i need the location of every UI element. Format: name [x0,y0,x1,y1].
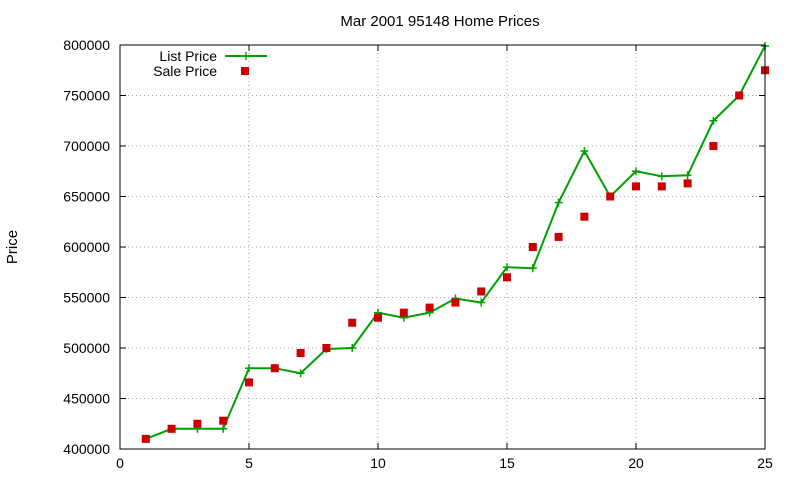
y-tick-label: 500000 [63,340,110,356]
sale-price-point [632,182,640,191]
x-tick-label: 0 [116,455,124,471]
x-tick-label: 5 [245,455,253,471]
list-price-point [503,263,511,272]
sale-price-point [709,142,718,150]
sale-price-point [425,303,434,312]
y-tick-label: 700000 [63,138,110,154]
list-price-point [477,298,486,307]
list-price-point [528,264,537,273]
sale-price-point [219,416,228,425]
sale-price-point [322,344,331,352]
list-price-point [657,172,666,181]
y-tick-label: 600000 [63,239,110,255]
list-price-point [554,198,563,207]
y-axis-label: Price [4,230,21,264]
legend-marker-list-price [242,52,250,60]
sale-price-point [141,434,150,443]
sale-price-point [451,298,460,307]
y-tick-label: 650000 [63,189,110,205]
plot-area [141,42,769,443]
list-price-line [145,45,766,440]
sale-price-point [606,192,615,201]
list-price-point [683,171,692,180]
sale-price-point [374,313,382,322]
list-price-point [245,364,253,373]
sale-price-point [245,378,253,387]
sale-price-point [554,232,563,241]
y-tick-label: 550000 [63,290,110,306]
list-price-point [296,369,305,378]
sale-price-point [735,91,744,100]
sale-price-point [528,243,537,251]
sale-price-point [167,424,176,433]
grid [120,45,765,449]
sale-price-point [193,419,202,428]
legend-marker-sale-price [241,67,249,75]
sale-price-point [296,349,305,358]
sale-price-point [348,318,357,327]
list-price-point [580,147,589,156]
plot-frame [119,44,766,450]
legend-plus [242,52,250,60]
legend: List Price Sale Price [153,48,267,79]
x-tick-label: 15 [499,455,515,471]
sale-price-point [503,273,511,282]
axis-ticks: 0 5 10 15 20 25 400000 450000 500000 550000 600000… [63,37,773,471]
y-tick-label: 750000 [63,88,110,104]
x-tick-label: 10 [370,455,386,471]
sale-price-point [399,308,408,317]
list-price-point [709,116,718,125]
sale-price-point [683,179,692,188]
x-tick-label: 25 [757,455,773,471]
sale-price-point [477,287,486,296]
sale-price-point [657,182,666,191]
x-tick-label: 20 [628,455,644,471]
chart-title: Mar 2001 95148 Home Prices [340,13,539,30]
list-price-point [632,167,640,176]
list-price-point [348,344,357,352]
legend-label-sale-price: Sale Price [153,63,217,79]
sale-price-point [580,212,589,221]
y-tick-label: 800000 [63,37,110,53]
y-tick-label: 450000 [63,391,110,407]
legend-label-list-price: List Price [159,48,217,64]
y-tick-label: 400000 [63,441,110,457]
list-price-point [219,424,228,433]
sale-price-point [270,364,279,373]
